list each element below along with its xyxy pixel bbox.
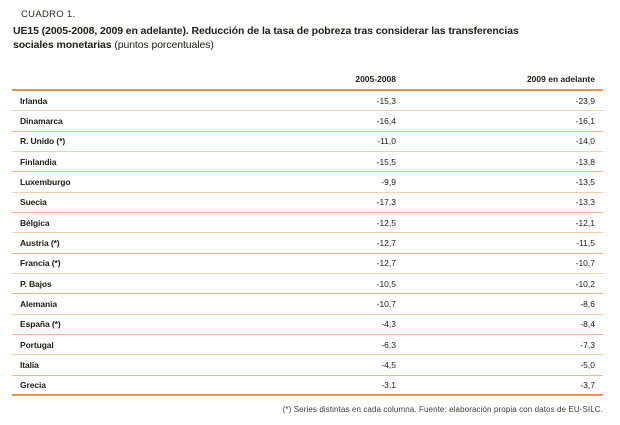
value-2009-cell: -13,5	[575, 177, 595, 188]
value-2005-2008-cell: -12,7	[376, 258, 396, 269]
country-cell: Austria (*)	[20, 238, 60, 249]
value-2009-cell: -8,4	[580, 319, 595, 330]
value-2009-cell: -14,0	[575, 136, 595, 147]
value-2009-cell: -10,7	[575, 258, 595, 269]
table-row: Finlandia -15,5 -13,8	[12, 152, 603, 173]
value-2009-cell: -23,9	[575, 95, 595, 106]
table-row: Irlanda -15,3 -23,9	[12, 91, 603, 112]
poverty-reduction-table: 2005-2008 2009 en adelante Irlanda -15,3…	[12, 65, 603, 397]
value-2005-2008-cell: -15,3	[376, 95, 396, 106]
value-2005-2008-cell: -3,1	[381, 379, 396, 390]
country-cell: Luxemburgo	[20, 177, 71, 188]
table-row: R. Unido (*) -11,0 -14,0	[12, 132, 603, 153]
value-2005-2008-cell: -10,5	[376, 278, 396, 289]
table-row: Luxemburgo -9,9 -13,5	[12, 172, 603, 193]
table-row: Bélgica -12,5 -12,1	[12, 213, 603, 234]
column-header-2009-adelante: 2009 en adelante	[526, 74, 595, 84]
country-cell: R. Unido (*)	[20, 136, 66, 147]
value-2005-2008-cell: -6,3	[381, 339, 396, 350]
table-row: Suecia -17,3 -13,3	[12, 193, 603, 214]
table-title: UE15 (2005-2008, 2009 en adelante). Redu…	[13, 25, 561, 52]
table-footnote: (*) Series distintas en cada columna. Fu…	[282, 405, 603, 415]
country-cell: Portugal	[20, 339, 54, 350]
table-header-row: 2005-2008 2009 en adelante	[12, 65, 603, 91]
value-2005-2008-cell: -12,7	[376, 238, 396, 249]
value-2009-cell: -16,1	[575, 116, 595, 127]
country-cell: P. Bajos	[20, 278, 52, 289]
table-row: Italia -4,5 -5,0	[12, 355, 603, 376]
value-2009-cell: -13,3	[575, 197, 595, 208]
value-2005-2008-cell: -4,3	[381, 319, 396, 330]
value-2009-cell: -11,5	[576, 238, 595, 249]
table-row: P. Bajos -10,5 -10,2	[12, 274, 603, 295]
table-title-bold: UE15 (2005-2008, 2009 en adelante). Redu…	[13, 25, 519, 51]
table-row: Portugal -6,3 -7,3	[12, 335, 603, 356]
table-title-units: (puntos porcentuales)	[111, 38, 214, 51]
table-row: Alemania -10,7 -8,6	[12, 294, 603, 315]
table-row: Francia (*) -12,7 -10,7	[12, 254, 603, 275]
country-cell: Irlanda	[20, 95, 48, 106]
value-2009-cell: -8,6	[580, 299, 595, 310]
table-row: Dinamarca -16,4 -16,1	[12, 111, 603, 132]
value-2009-cell: -5,0	[580, 360, 595, 371]
country-cell: Francia (*)	[20, 258, 61, 269]
value-2005-2008-cell: -16,4	[376, 116, 396, 127]
table-row: Austria (*) -12,7 -11,5	[12, 233, 603, 254]
country-cell: Grecia	[20, 379, 46, 390]
value-2009-cell: -10,2	[575, 278, 595, 289]
value-2005-2008-cell: -11,0	[377, 136, 396, 147]
value-2009-cell: -3,7	[580, 379, 595, 390]
value-2005-2008-cell: -9,9	[381, 177, 396, 188]
column-header-2005-2008: 2005-2008	[355, 74, 396, 84]
country-cell: Bélgica	[20, 217, 50, 228]
table-row: España (*) -4,3 -8,4	[12, 315, 603, 336]
table-number-label: CUADRO 1.	[21, 9, 76, 20]
value-2005-2008-cell: -10,7	[376, 299, 396, 310]
country-cell: Dinamarca	[20, 116, 63, 127]
country-cell: Finlandia	[20, 156, 57, 167]
value-2005-2008-cell: -17,3	[376, 197, 396, 208]
country-cell: España (*)	[20, 319, 61, 330]
country-cell: Italia	[20, 360, 39, 371]
country-cell: Alemania	[20, 299, 57, 310]
value-2005-2008-cell: -4,5	[381, 360, 396, 371]
table-row: Grecia -3,1 -3,7	[12, 376, 603, 397]
value-2005-2008-cell: -15,5	[376, 156, 396, 167]
country-cell: Suecia	[20, 197, 47, 208]
value-2009-cell: -13,8	[575, 156, 595, 167]
value-2009-cell: -12,1	[575, 217, 595, 228]
value-2005-2008-cell: -12,5	[376, 217, 396, 228]
value-2009-cell: -7,3	[580, 339, 595, 350]
